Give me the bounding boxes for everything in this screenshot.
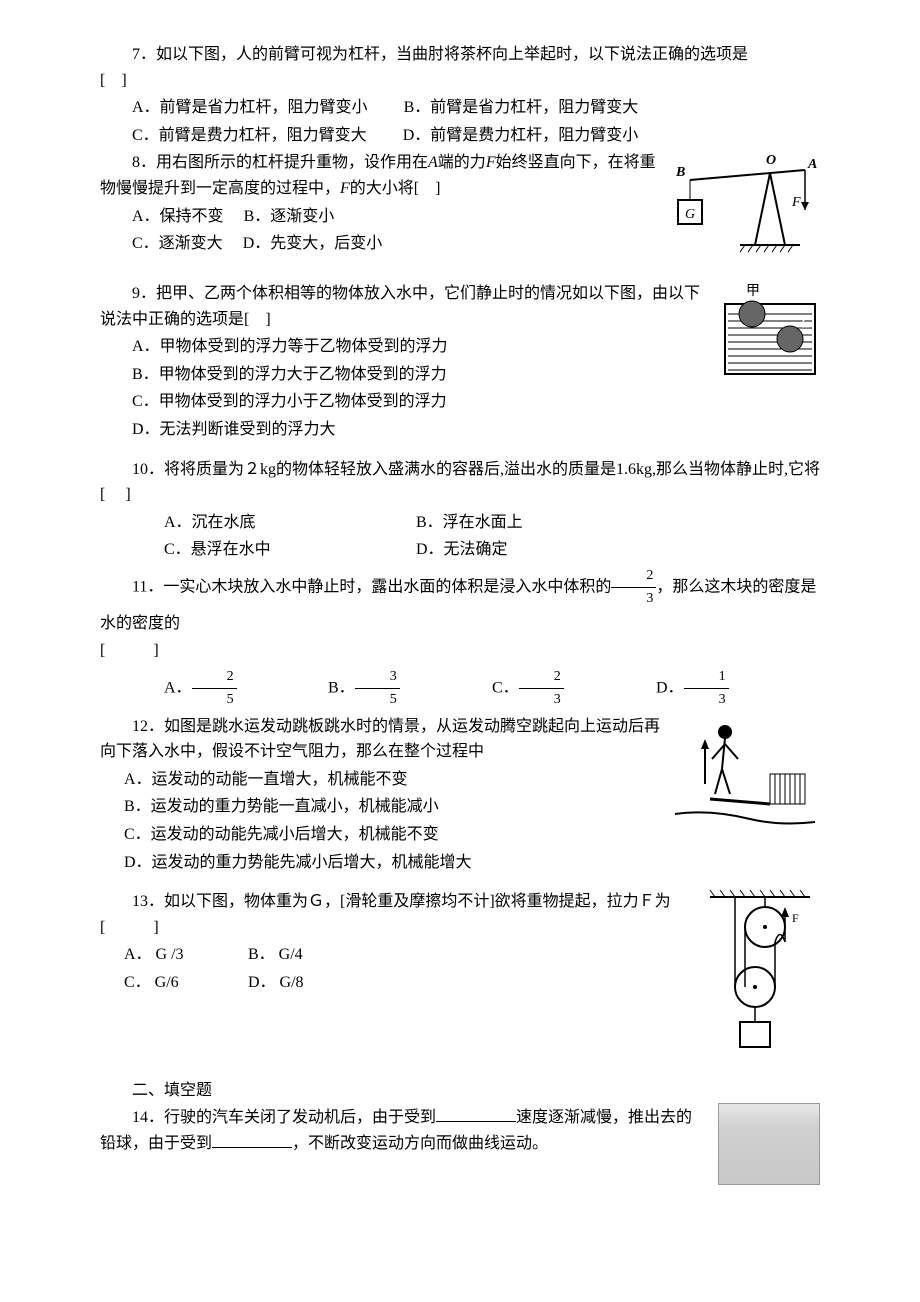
- q8-opt-a: A．保持不变: [132, 208, 224, 225]
- q7-row1: A．前臂是省力杠杆，阻力臂变小 B．前臂是省力杠杆，阻力臂变大: [100, 95, 820, 121]
- q11-bracket: [ ]: [100, 638, 820, 664]
- q11-d-num: 1: [684, 666, 729, 689]
- q7-stem: 7．如以下图，人的前臂可视为杠杆，当曲肘将茶杯向上举起时，以下说法正确的选项是 …: [100, 42, 820, 93]
- q8-label-g: G: [685, 207, 695, 222]
- q7-opt-c: C．前臂是费力杠杆，阻力臂变大: [132, 127, 367, 144]
- q11-a-label: A．: [164, 679, 192, 696]
- q11-b-label: B．: [328, 679, 355, 696]
- q13-opt-d: D． G/8: [248, 974, 304, 991]
- q8-tf2: F: [340, 180, 350, 197]
- section2-title: 二、填空题: [100, 1078, 820, 1104]
- q14-t1: 14．行驶的汽车关闭了发动机后，由于受到: [132, 1109, 436, 1126]
- q9-label-yi: 乙: [798, 315, 812, 331]
- q8-label-o: O: [766, 153, 776, 168]
- q11-b-num: 3: [355, 666, 400, 689]
- q8-opt-b: B．逐渐变小: [244, 208, 335, 225]
- q8-tf: F: [486, 154, 496, 171]
- q11-opt-b: B．35: [296, 666, 416, 712]
- q13-opt-b: B． G/4: [248, 946, 303, 963]
- q9-opt-b: B．甲物体受到的浮力大于乙物体受到的浮力: [100, 362, 820, 388]
- q11-stem: 11．一实心木块放入水中静止时，露出水面的体积是浸入水中体积的23，那么这木块的…: [100, 565, 820, 636]
- q13-opt-c: C． G/6: [124, 970, 244, 996]
- q8-figure: G O A B F: [670, 150, 820, 269]
- q8-ta: A: [428, 154, 438, 171]
- q11-c-den: 3: [519, 689, 564, 711]
- q8-t4: 的大小将[ ]: [350, 180, 441, 197]
- q9-label-jia: 甲: [746, 284, 760, 299]
- q11-d-den: 3: [684, 689, 729, 711]
- q10-opt-b: B．浮在水面上: [416, 514, 523, 531]
- q9-opt-d: D．无法判断谁受到的浮力大: [100, 417, 820, 443]
- q13-opt-a: A． G /3: [124, 942, 244, 968]
- q7-opt-a: A．前臂是省力杠杆，阻力臂变小: [132, 99, 368, 116]
- q11-c-label: C．: [492, 679, 519, 696]
- q10-opt-d: D．无法确定: [416, 541, 508, 558]
- q12-opt-d: D．运发动的重力势能先减小后增大，机械能增大: [124, 850, 820, 876]
- q8-label-b: B: [675, 165, 685, 180]
- q8-t1: 8．用右图所示的杠杆提升重物，设作用在: [132, 154, 428, 171]
- q11-a-den: 5: [192, 689, 237, 711]
- q8-opt-c: C．逐渐变大: [132, 235, 223, 252]
- q9-stem: 9．把甲、乙两个体积相等的物体放入水中，它们静止时的情况如以下图，由以下说法中正…: [100, 281, 820, 332]
- q10-opt-a: A．沉在水底: [132, 510, 412, 536]
- q12-figure: [670, 714, 820, 834]
- q8-label-a: A: [807, 157, 817, 172]
- q11-opt-d: D．13: [624, 666, 729, 712]
- q11-frac-num: 2: [611, 565, 656, 588]
- q13-figure: F: [700, 887, 820, 1066]
- q9-figure: 甲 乙: [720, 279, 820, 388]
- q11-opt-a: A．25: [132, 666, 252, 712]
- q9-opt-a: A．甲物体受到的浮力等于乙物体受到的浮力: [100, 334, 820, 360]
- q14-t3: ，不断改变运动方向而做曲线运动。: [292, 1135, 548, 1152]
- q10-row1: A．沉在水底 B．浮在水面上: [100, 510, 820, 536]
- q8-label-f: F: [791, 195, 801, 210]
- q13-label-f: F: [792, 911, 799, 925]
- q10-stem: 10．将将质量为２kg的物体轻轻放入盛满水的容器后,溢出水的质量是1.6kg,那…: [100, 457, 820, 508]
- q11-b-den: 5: [355, 689, 400, 711]
- q11-d-label: D．: [656, 679, 684, 696]
- q9-opt-c: C．甲物体受到的浮力小于乙物体受到的浮力: [100, 389, 820, 415]
- q11-t1: 11．一实心木块放入水中静止时，露出水面的体积是浸入水中体积的: [132, 578, 611, 595]
- q14-blank2: [212, 1131, 292, 1148]
- q10-row2: C．悬浮在水中 D．无法确定: [100, 537, 820, 563]
- q11-a-num: 2: [192, 666, 237, 689]
- q11-opts: A．25 B．35 C．23 D．13: [100, 666, 820, 712]
- q7-opt-b: B．前臂是省力杠杆，阻力臂变大: [404, 99, 639, 116]
- q7-opt-d: D．前臂是费力杠杆，阻力臂变小: [403, 127, 639, 144]
- q11-opt-c: C．23: [460, 666, 580, 712]
- q7-row2: C．前臂是费力杠杆，阻力臂变大 D．前臂是费力杠杆，阻力臂变小: [100, 123, 820, 149]
- q10-opt-c: C．悬浮在水中: [132, 537, 412, 563]
- q11-frac-den: 3: [611, 588, 656, 610]
- q11-c-num: 2: [519, 666, 564, 689]
- q11-frac: 23: [611, 565, 656, 611]
- q14-blank1: [436, 1105, 516, 1122]
- q14-figure: [718, 1103, 820, 1185]
- q8-opt-d: D．先变大，后变小: [243, 235, 383, 252]
- q14-stem: 14．行驶的汽车关闭了发动机后，由于受到速度逐渐减慢，推出去的铅球，由于受到，不…: [100, 1105, 820, 1156]
- q8-t2: 端的力: [438, 154, 486, 171]
